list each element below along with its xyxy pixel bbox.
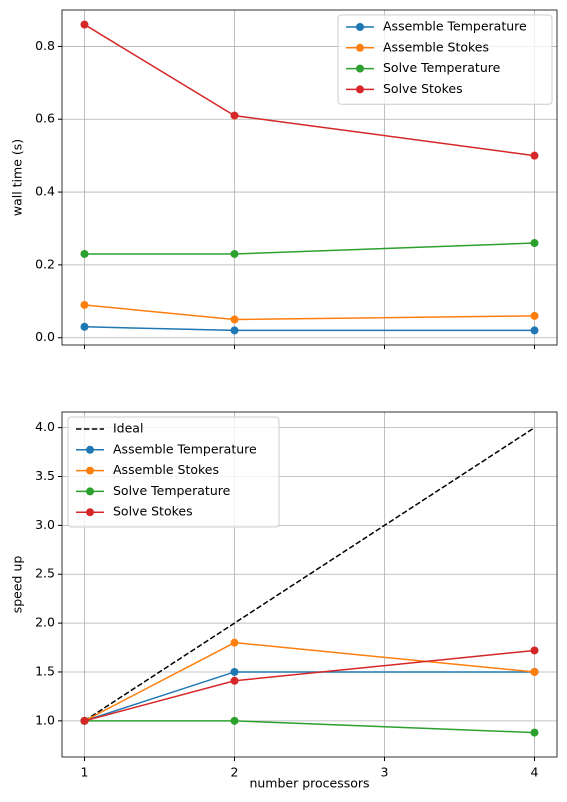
y-tick-label: 0.6 <box>35 111 55 126</box>
series-line <box>84 326 535 332</box>
data-point <box>230 676 239 685</box>
axes-frame <box>61 9 558 346</box>
y-tick-label: 0.8 <box>35 38 55 53</box>
y-tick-label: 1.5 <box>35 663 55 678</box>
legend-marker <box>86 466 94 475</box>
legend-marker <box>356 64 364 73</box>
y-tick-label: 1.0 <box>35 712 55 727</box>
data-point <box>230 716 239 725</box>
series-line <box>84 242 535 255</box>
x-axis-label: number processors <box>249 776 369 791</box>
legend-label: Solve Stokes <box>113 504 193 519</box>
legend-marker <box>86 445 94 454</box>
data-point <box>530 151 539 160</box>
axes-frame <box>61 411 558 758</box>
y-tick-label: 3.5 <box>35 468 55 483</box>
legend-box <box>337 14 553 105</box>
data-point <box>530 728 539 737</box>
series-line <box>84 671 535 722</box>
legend-label: Solve Temperature <box>383 60 501 75</box>
legend-label: Assemble Stokes <box>113 462 219 477</box>
legend-label: Solve Stokes <box>383 81 463 96</box>
data-point <box>530 646 539 655</box>
legend-marker <box>356 43 364 52</box>
series-line <box>84 304 535 321</box>
legend-label: Ideal <box>113 421 143 436</box>
legend-box <box>67 416 280 528</box>
legend-marker <box>86 508 94 517</box>
x-tick-label: 3 <box>381 765 389 780</box>
data-point <box>80 322 89 331</box>
data-point <box>230 326 239 335</box>
data-point <box>230 315 239 324</box>
data-point <box>230 111 239 120</box>
y-tick-label: 0.0 <box>35 329 55 344</box>
legend-label: Assemble Temperature <box>383 19 527 34</box>
x-tick-label: 4 <box>531 765 539 780</box>
data-point <box>80 249 89 258</box>
data-point <box>230 638 239 647</box>
data-point <box>530 311 539 320</box>
data-point <box>530 239 539 248</box>
y-tick-label: 2.5 <box>35 566 55 581</box>
y-tick-label: 0.2 <box>35 256 55 271</box>
legend-marker <box>356 85 364 94</box>
y-tick-label: 3.0 <box>35 517 55 532</box>
data-point <box>230 667 239 676</box>
y-axis-label: speed up <box>10 556 25 614</box>
y-tick-label: 2.0 <box>35 615 55 630</box>
y-tick-label: 0.4 <box>35 184 55 199</box>
legend-label: Solve Temperature <box>113 483 231 498</box>
legend-marker <box>356 23 364 31</box>
legend-label: Assemble Temperature <box>113 441 257 456</box>
series-line <box>84 427 535 722</box>
legend-label: Assemble Stokes <box>383 39 489 54</box>
data-point <box>80 300 89 309</box>
data-point <box>530 667 539 676</box>
data-point <box>530 326 539 335</box>
x-tick-label: 2 <box>231 765 239 780</box>
data-point <box>80 20 89 29</box>
legend-marker <box>86 487 94 496</box>
y-axis-label: wall time (s) <box>10 139 25 216</box>
x-tick-label: 1 <box>81 765 89 780</box>
y-tick-label: 4.0 <box>35 419 55 434</box>
data-point <box>230 249 239 258</box>
series-line <box>84 641 535 722</box>
series-line <box>84 720 535 734</box>
data-point <box>80 716 89 725</box>
